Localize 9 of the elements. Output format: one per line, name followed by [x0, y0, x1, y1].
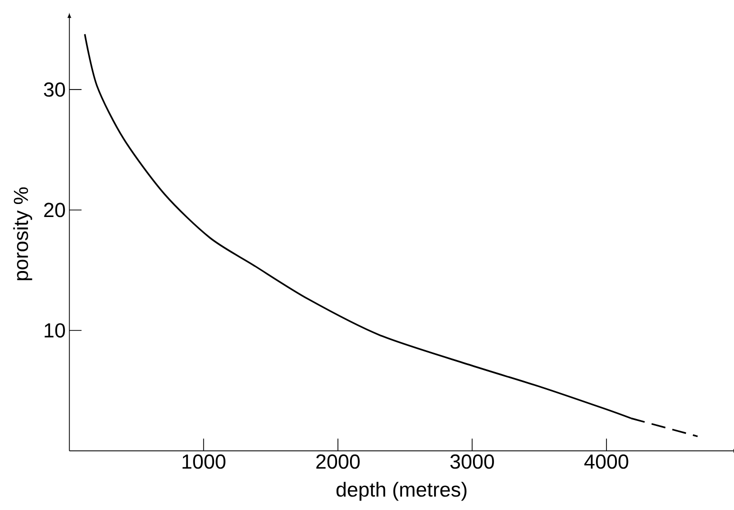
y-axis-title: porosity % [13, 187, 32, 280]
y-tick-label: 20 [44, 202, 65, 218]
y-tick-label: 10 [44, 323, 65, 338]
x-tick-label: 1000 [182, 454, 226, 469]
x-tick-label: 2000 [316, 454, 360, 469]
x-tick-label: 3000 [450, 454, 494, 469]
x-axis-title: depth (metres) [336, 482, 466, 501]
x-tick-label: 4000 [584, 454, 628, 469]
y-tick-label: 30 [44, 82, 65, 97]
